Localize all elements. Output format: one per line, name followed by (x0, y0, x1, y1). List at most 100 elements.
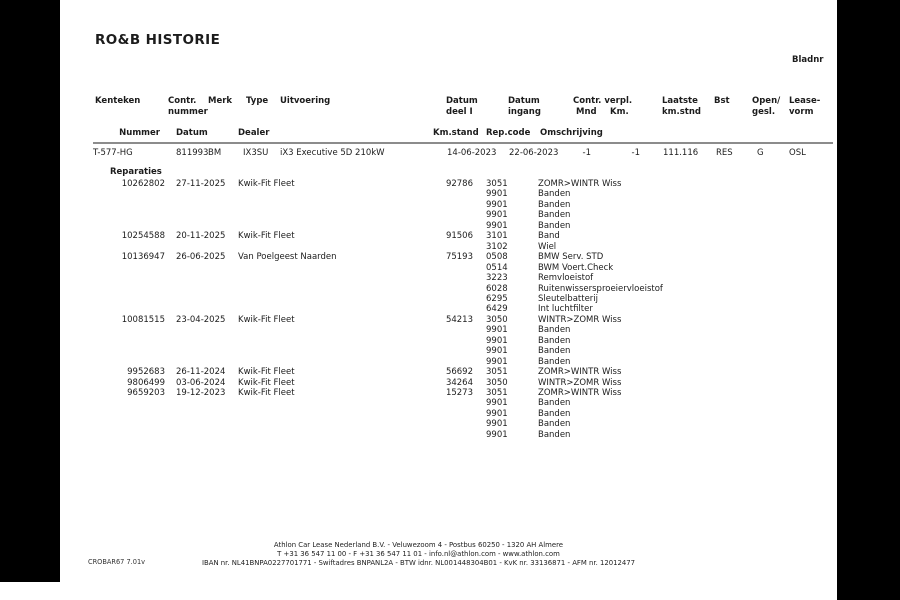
repair-line: 6295 Sleutelbatterij (0, 294, 840, 305)
repair-code: 9901 (486, 356, 508, 367)
repair-dealer: Van Poelgeest Naarden (238, 252, 337, 263)
repair-code: 9901 (486, 189, 508, 200)
repair-line: 6429 Int luchtfilter (0, 304, 840, 315)
repair-line: 9901 Banden (0, 357, 840, 368)
contract-open-gesl: G (757, 148, 764, 158)
repair-line: 10262802 27-11-2025 Kwik-Fit Fleet 92786… (0, 179, 840, 190)
repair-description: WINTR>ZOMR Wiss (538, 377, 622, 388)
viewer-backdrop-right (837, 0, 900, 600)
contract-type: IX3SU (243, 148, 269, 158)
repair-date: 26-06-2025 (176, 252, 226, 263)
repair-description: Banden (538, 346, 571, 357)
repair-line: 0514 BWM Voert.Check (0, 263, 840, 274)
col-header-kenteken: Kenteken (95, 96, 141, 106)
repair-line: 9901 Banden (0, 430, 840, 441)
col-header-datum-ingang: Datum ingang (508, 96, 541, 117)
repair-description: ZOMR>WINTR Wiss (538, 388, 622, 398)
repair-code: 9901 (486, 429, 508, 440)
repair-number: 9952683 (127, 367, 165, 378)
repair-number: 9806499 (127, 377, 165, 388)
repair-date: 20-11-2025 (176, 231, 226, 242)
report-version: CROBAR67 7.01v (88, 558, 146, 566)
repair-km: 56692 (445, 367, 473, 378)
repair-description: Int luchtfilter (538, 304, 593, 315)
contract-leasevorm: OSL (789, 148, 806, 158)
col-header-merk: Merk (208, 96, 233, 106)
contract-mnd: -1 (582, 148, 591, 158)
company-footer: Athlon Car Lease Nederland B.V. - Veluwe… (0, 541, 837, 568)
col-header-km: Km. (610, 107, 629, 117)
repair-description: ZOMR>WINTR Wiss (538, 179, 622, 189)
repair-date: 27-11-2025 (176, 179, 226, 189)
repair-description: WINTR>ZOMR Wiss (538, 314, 622, 325)
repair-description: BWM Voert.Check (538, 262, 614, 273)
repairs-section-label: Reparaties (110, 167, 162, 177)
repair-line: 9659203 19-12-2023 Kwik-Fit Fleet 15273 … (0, 388, 840, 399)
contract-kenteken: T-577-HG (93, 148, 133, 158)
col-header-type: Type (246, 96, 269, 106)
repair-description: Banden (538, 408, 571, 419)
repair-line: 9952683 26-11-2024 Kwik-Fit Fleet 56692 … (0, 367, 840, 378)
repair-line: 9901 Banden (0, 419, 840, 430)
repair-code: 9901 (486, 220, 508, 231)
repair-line: 9901 Banden (0, 325, 840, 336)
repair-km: 91506 (445, 231, 473, 242)
repair-line: 9901 Banden (0, 398, 840, 409)
repair-line: 9901 Banden (0, 210, 840, 221)
contract-datum-deel1: 14-06-2023 (447, 148, 497, 158)
page-number-label: Bladnr (792, 55, 824, 65)
col-header-kmstand: Km.stand (433, 128, 479, 138)
repair-date: 19-12-2023 (176, 388, 226, 398)
repair-code: 3101 (486, 231, 508, 242)
repair-code: 0514 (486, 262, 508, 273)
repair-line: 9901 Banden (0, 409, 840, 420)
repair-description: Wiel (538, 241, 557, 252)
repair-line: 6028 Ruitenwissersproeiervloeistof (0, 284, 840, 295)
header-divider (93, 142, 833, 144)
repair-description: Banden (538, 220, 571, 231)
repair-km: 15273 (445, 388, 473, 398)
repair-description: Banden (538, 429, 571, 440)
repair-date: 23-04-2025 (176, 314, 226, 325)
repair-number: 10254588 (121, 231, 165, 242)
repair-line: 9901 Banden (0, 200, 840, 211)
repair-code: 3051 (486, 388, 508, 398)
col-header-datum: Datum (176, 128, 208, 138)
col-header-leasevorm: Lease- vorm (789, 96, 821, 117)
repair-code: 9901 (486, 419, 508, 430)
col-header-nummer: Nummer (119, 128, 160, 138)
col-header-laatste-kmstnd: Laatste km.stnd (662, 96, 701, 117)
col-header-uitvoering: Uitvoering (280, 96, 331, 106)
repair-description: Banden (538, 189, 571, 200)
repair-line: 9806499 03-06-2024 Kwik-Fit Fleet 34264 … (0, 378, 840, 389)
repair-number: 10262802 (121, 179, 165, 189)
repair-line: 10136947 26-06-2025 Van Poelgeest Naarde… (0, 252, 840, 263)
repair-dealer: Kwik-Fit Fleet (238, 179, 295, 189)
repair-code: 3051 (486, 179, 508, 189)
col-header-open-gesl: Open/ gesl. (752, 96, 781, 117)
contract-datum-ingang: 22-06-2023 (509, 148, 559, 158)
col-header-datum-deel1: Datum deel I (446, 96, 478, 117)
repair-description: Sleutelbatterij (538, 293, 599, 304)
repair-code: 9901 (486, 199, 508, 210)
repair-description: Banden (538, 335, 571, 346)
repairs-table: 10262802 27-11-2025 Kwik-Fit Fleet 92786… (0, 179, 840, 441)
footer-legal: IBAN nr. NL41BNPA0227701771 - Swiftadres… (201, 559, 636, 567)
repair-dealer: Kwik-Fit Fleet (238, 367, 295, 378)
repair-line: 3102 Wiel (0, 242, 840, 253)
col-header-mnd: Mnd (576, 107, 597, 117)
repair-description: Banden (538, 419, 571, 430)
repair-code: 9901 (486, 335, 508, 346)
repair-number: 10136947 (121, 252, 165, 263)
repair-code: 6028 (486, 283, 508, 294)
repair-km: 92786 (445, 179, 473, 189)
col-header-bst: Bst (714, 96, 730, 106)
repair-line: 10081515 23-04-2025 Kwik-Fit Fleet 54213… (0, 315, 840, 326)
repair-km: 34264 (445, 377, 473, 388)
repair-line: 9901 Banden (0, 336, 840, 347)
col-header-dealer: Dealer (238, 128, 270, 138)
repair-code: 9901 (486, 346, 508, 357)
repair-date: 26-11-2024 (176, 367, 226, 378)
repair-code: 0508 (486, 252, 508, 263)
repair-line: 9901 Banden (0, 346, 840, 357)
